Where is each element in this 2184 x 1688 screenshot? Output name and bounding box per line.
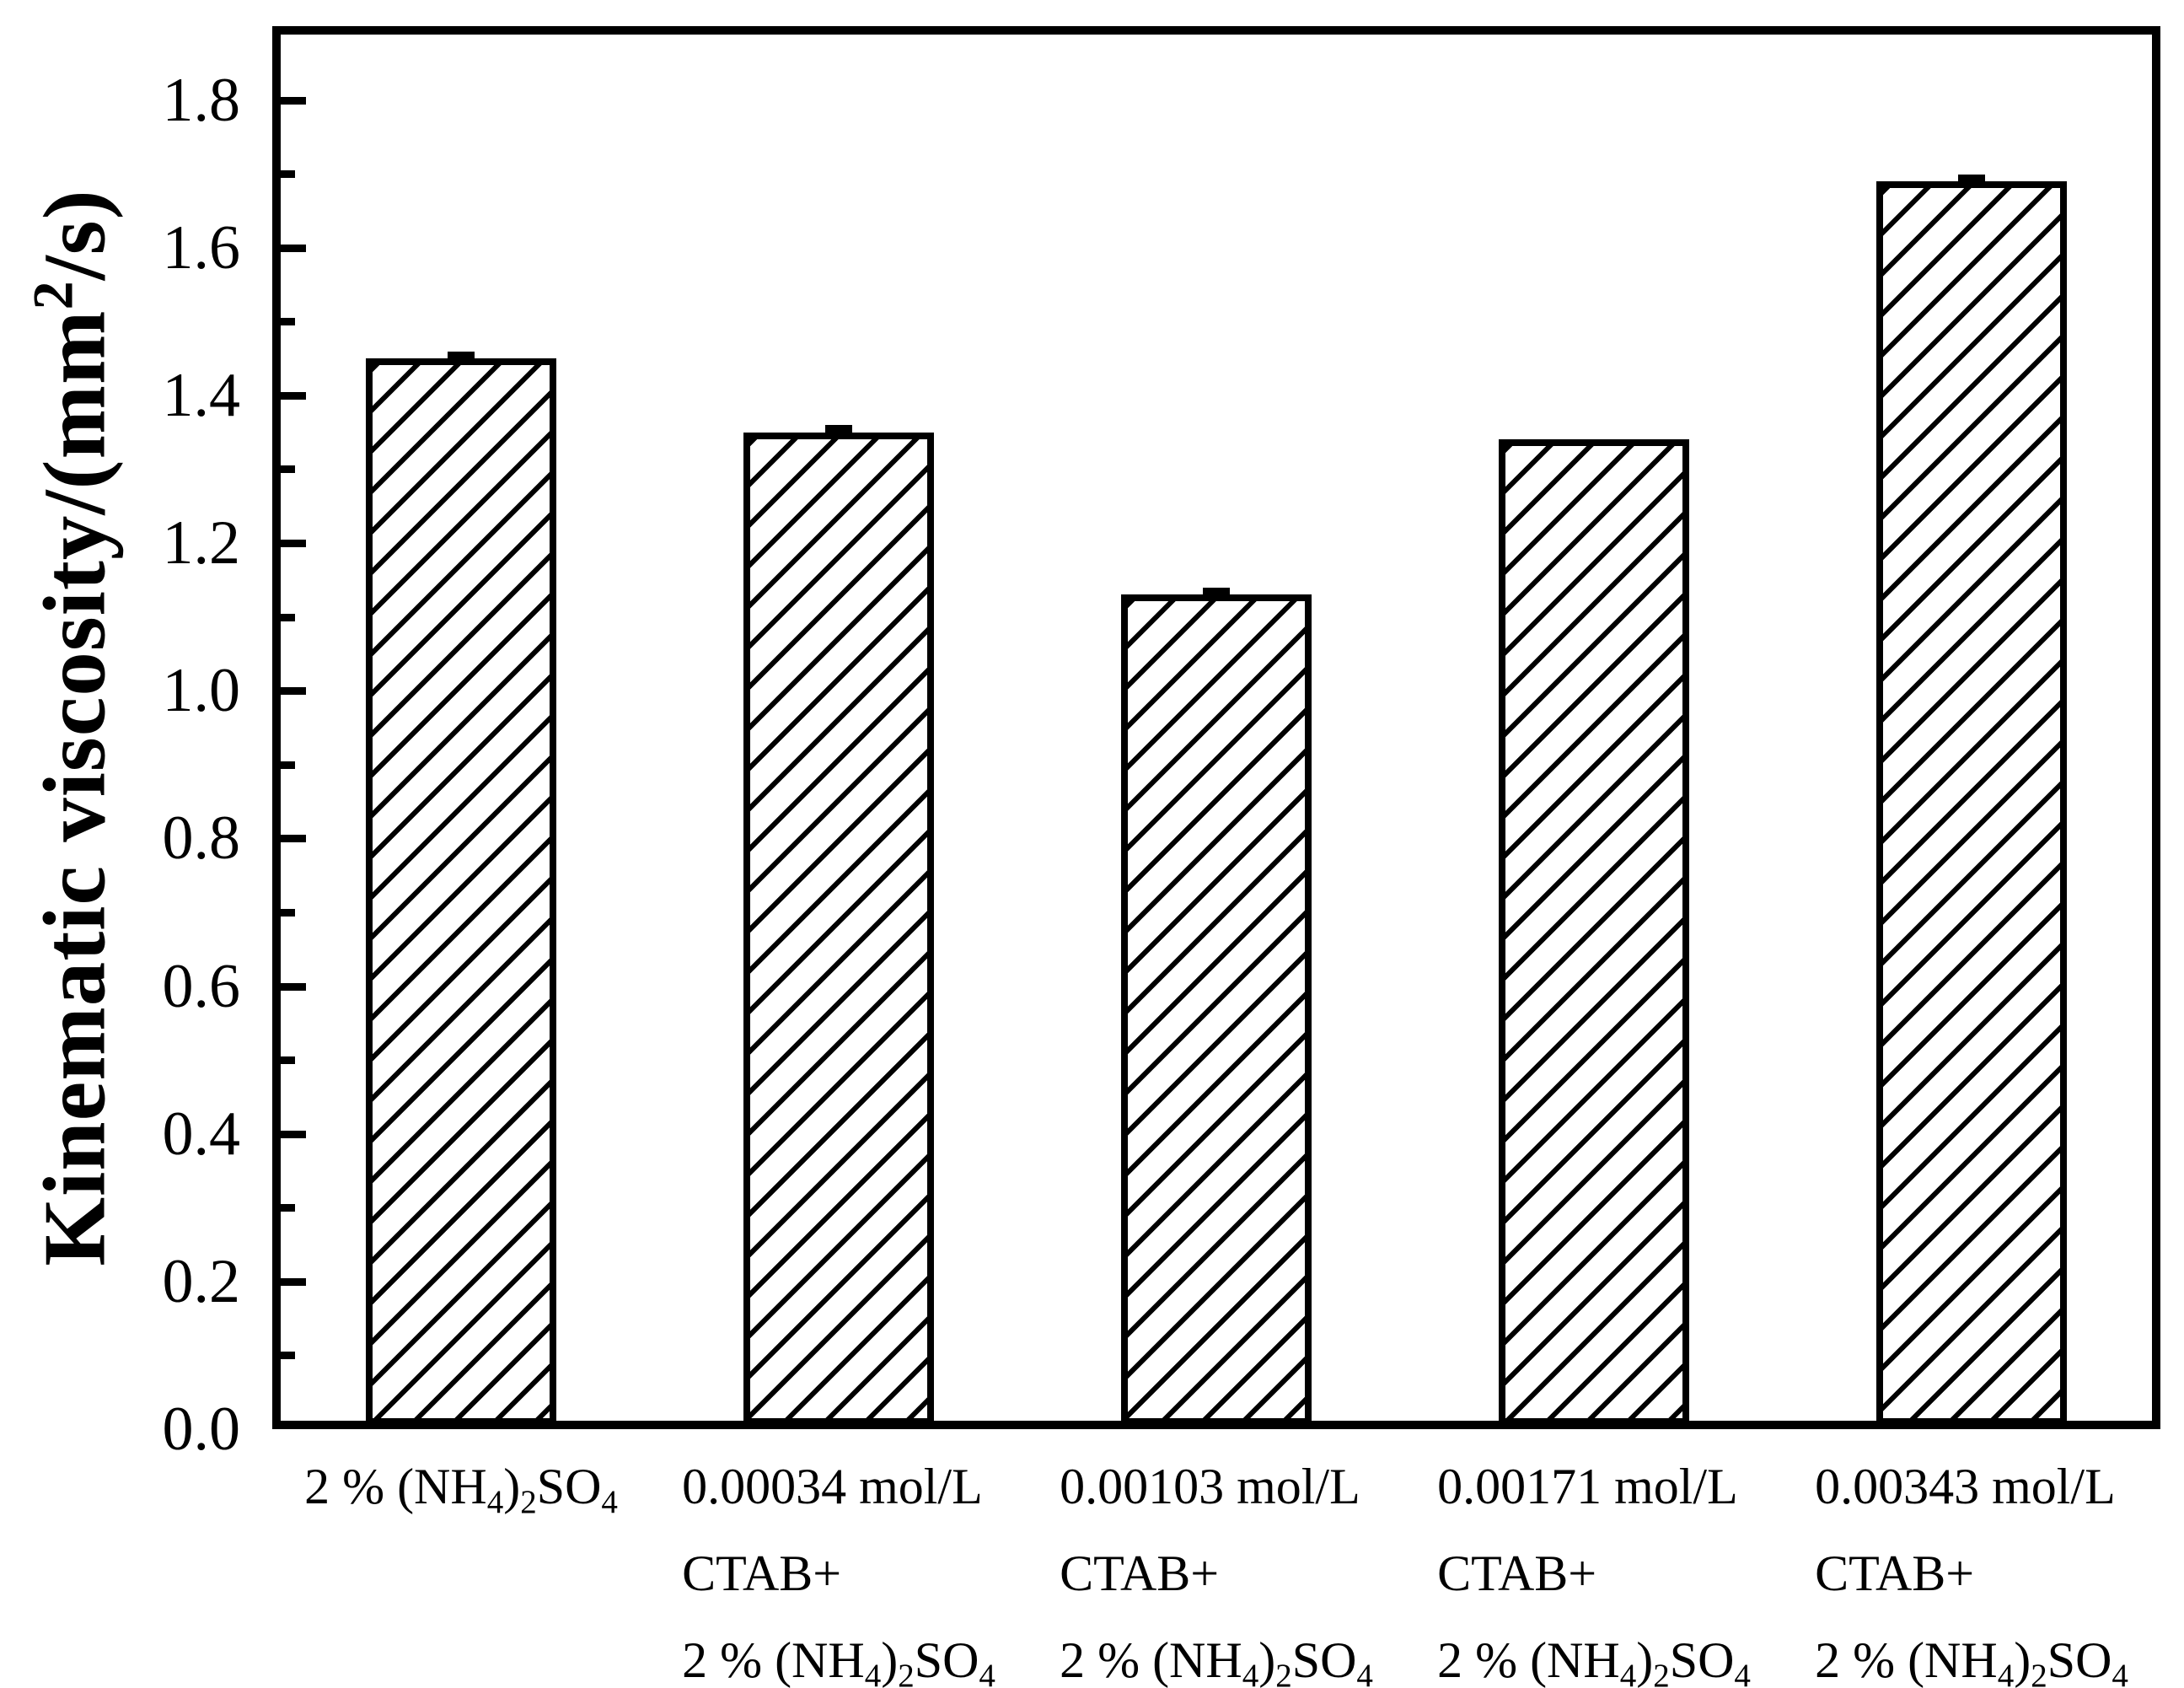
y-minor-tick [281,1204,295,1212]
subscript: 2 [520,1483,537,1520]
subscript: 4 [1734,1657,1751,1688]
y-major-tick [281,244,306,252]
x-category-line: 2 % (NH4)2SO4 [1815,1617,2128,1688]
y-major-tick [281,687,306,696]
y-major-tick [281,96,306,105]
x-category-line: CTAB+ [1060,1546,1220,1601]
y-minor-tick [281,318,295,326]
y-minor-tick [281,465,295,474]
y-minor-tick [281,761,295,769]
y-major-tick [281,835,306,843]
bar [743,432,934,1425]
bar [1876,180,2067,1425]
y-tick-label: 0.8 [162,804,241,874]
bar [1121,594,1312,1425]
subscript: 2 [898,1657,915,1688]
subscript: 4 [1242,1657,1259,1688]
y-major-tick [281,391,306,400]
x-category-line: 2 % (NH4)2SO4 [682,1617,995,1688]
y-major-tick [281,982,306,991]
x-category-label: 0.00343 mol/L CTAB+ 2 % (NH4)2SO4 [1815,1443,2128,1688]
y-tick-label: 0.4 [162,1099,241,1169]
y-minor-tick [281,1352,295,1360]
subscript: 4 [1997,1657,2015,1688]
subscript: 4 [1356,1657,1373,1688]
subscript: 4 [2112,1657,2128,1688]
error-bar-cap [448,352,475,361]
y-tick-label: 1.0 [162,656,241,726]
subscript: 4 [864,1657,882,1688]
error-bar-cap [1203,587,1230,596]
subscript: 4 [1619,1657,1637,1688]
y-tick-label: 1.8 [162,65,241,135]
y-tick-label: 0.2 [162,1246,241,1316]
x-category-line: 0.00343 mol/L [1815,1459,2116,1514]
bar [1499,439,1689,1425]
subscript: 4 [979,1657,995,1688]
x-category-line: 0.00034 mol/L [682,1459,983,1514]
x-category-line: 2 % (NH4)2SO4 [1437,1617,1751,1688]
error-bar-cap [825,425,852,434]
bar [366,358,556,1425]
y-minor-tick [281,613,295,621]
superscript: 2 [20,280,85,310]
y-tick-label: 1.4 [162,360,241,430]
y-major-tick [281,1130,306,1138]
x-category-line: CTAB+ [682,1546,842,1601]
error-bar-cap [1958,175,1985,184]
y-major-tick [281,540,306,548]
y-minor-tick [281,1056,295,1065]
x-category-line: CTAB+ [1437,1546,1597,1601]
y-tick-label: 0.6 [162,951,241,1021]
x-category-line: 2 % (NH4)2SO4 [1060,1617,1373,1688]
x-category-label: 0.00103 mol/L CTAB+ 2 % (NH4)2SO4 [1060,1443,1373,1688]
y-minor-tick [281,170,295,179]
x-category-label: 0.00171 mol/L CTAB+ 2 % (NH4)2SO4 [1437,1443,1751,1688]
subscript: 4 [486,1483,504,1520]
x-category-line: CTAB+ [1815,1546,1975,1601]
subscript: 2 [2031,1657,2047,1688]
x-category-label: 2 % (NH4)2SO4 [304,1443,618,1536]
subscript: 2 [1653,1657,1670,1688]
y-tick-label: 0.0 [162,1395,241,1464]
x-category-line: 0.00171 mol/L [1437,1459,1738,1514]
y-minor-tick [281,908,295,917]
y-tick-label: 1.2 [162,508,241,578]
x-category-line: 0.00103 mol/L [1060,1459,1360,1514]
x-category-line: 2 % (NH4)2SO4 [304,1459,618,1520]
subscript: 4 [601,1483,618,1520]
y-tick-label: 1.6 [162,212,241,282]
x-category-label: 0.00034 mol/L CTAB+ 2 % (NH4)2SO4 [682,1443,995,1688]
y-major-tick [281,1277,306,1286]
subscript: 2 [1275,1657,1292,1688]
